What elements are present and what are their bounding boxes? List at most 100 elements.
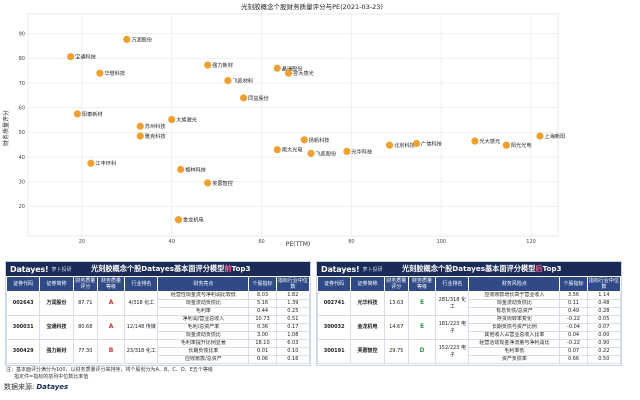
footnote: 注：基本面评分满分为100，以财务质量评分来排序，将个股划分为A、B、C、D、E…: [6, 367, 213, 373]
metric-median: 1.14: [586, 291, 622, 300]
metric-label: 经营性现金流与净利润比较低: [157, 291, 250, 300]
grade-badge: E: [407, 315, 437, 340]
metric-label: 净利润/营业总收入: [157, 315, 250, 324]
column-header: 行业排名: [124, 276, 159, 292]
metric-label: 毛利/总资产率: [157, 323, 250, 332]
x-tick-label: 40: [169, 239, 175, 245]
point-label: 雅克科技: [145, 132, 166, 140]
cell-code: 300191: [316, 339, 352, 364]
metric-median: 1.39: [275, 299, 311, 308]
column-header: 证券简称: [39, 276, 74, 292]
cell-rank: 12/148 传媒: [124, 315, 159, 340]
data-point: [168, 115, 176, 124]
metric-value: 0.66: [559, 355, 588, 364]
grade-badge: D: [407, 339, 437, 364]
cell-code: 300429: [5, 339, 41, 364]
grade-badge: A: [96, 291, 126, 316]
point-label: 阳泰新材: [82, 110, 103, 118]
data-point: [96, 69, 104, 77]
datayes-logo: Datayes: [36, 383, 69, 391]
point-label: 光华科技: [351, 147, 372, 155]
metric-median: 1.08: [275, 331, 311, 340]
data-point: [204, 61, 212, 69]
y-tick-label: 70: [19, 81, 25, 87]
cell-rank: 23/318 化工: [124, 339, 159, 364]
cell-name: 金龙机电: [350, 315, 385, 340]
x-tick-label: 100: [436, 239, 446, 245]
point-label: 宝通科技: [75, 53, 96, 61]
x-tick-label: 60: [258, 239, 264, 245]
data-point: [136, 122, 144, 130]
data-point: [273, 64, 281, 72]
brand-subtitle: 萝卜投研: [362, 266, 383, 273]
data-point: [284, 69, 293, 77]
metric-label: 现金流动负债比: [468, 299, 561, 308]
metric-value: 0.36: [248, 323, 277, 332]
metric-label: 毛利率低: [468, 347, 561, 356]
metric-label: 有息负债/总资产: [468, 307, 561, 316]
data-point: [536, 132, 544, 140]
data-point: [273, 146, 281, 154]
cell-name: 宝通科技: [39, 315, 74, 340]
cell-code: 300031: [5, 315, 41, 340]
column-header: 财务质量等级: [407, 276, 437, 292]
cell-score: 13.63: [383, 291, 409, 316]
plot-area: [27, 13, 559, 237]
data-point: [73, 110, 82, 118]
y-tick-label: 90: [19, 32, 25, 38]
table-row: 资产负债率 0.66 0.50: [318, 355, 622, 364]
point-label: 容大感光: [293, 69, 314, 77]
table-row: 应收账款/总资产 0.06 0.16: [7, 355, 311, 364]
point-label: 同益股份: [248, 94, 270, 102]
point-label: 大族激光: [176, 116, 197, 124]
metric-median: 0.22: [586, 347, 622, 356]
table-row: 002741 光华科技 13.63 E 281/318 化工 应收账款增长高于营业收入 3.…: [316, 291, 622, 316]
cell-score: 29.75: [383, 339, 409, 364]
table-row: 现金流动负债比 5.16 1.39: [7, 299, 311, 308]
cell-code: 002643: [5, 291, 41, 316]
metric-label: 长期负债与资产比例: [468, 323, 561, 332]
column-header: 指标行业中位数: [275, 276, 311, 292]
metric-median: 0.51: [275, 315, 311, 324]
table-header-bar: Datayes! 萝卜投研 光刻胶概念个股Datayes基本面评分模型前Top3: [6, 262, 310, 276]
metric-median: 0.50: [586, 355, 622, 364]
data-point: [224, 77, 232, 85]
data-point: [412, 139, 421, 148]
data-point: [343, 147, 351, 155]
column-header: 财务亮点: [157, 276, 250, 292]
metric-value: 5.16: [248, 299, 277, 308]
point-label: 扬帆科技: [309, 136, 330, 144]
metric-label: 长期负债比率: [157, 347, 250, 356]
y-tick-label: 50: [19, 130, 25, 136]
metric-label: 其他收入占营业总收入比率: [468, 331, 561, 340]
data-point: [87, 159, 95, 167]
cell-score: 87.71: [72, 291, 98, 316]
source-label: 数据来源:: [4, 383, 35, 391]
table-row: 300031 宝通科技 80.68 A 12/148 传媒 净利润/营业总收入 10.73 0…: [5, 315, 311, 340]
column-header: 指标行业中位数: [586, 276, 622, 292]
y-tick-label: 80: [19, 56, 25, 62]
scatter-chart: 光刻胶概念个股财务质量评分与PE(2021-03-23) 20 40 60 80 100…: [2, 2, 565, 248]
cell-score: 14.67: [383, 315, 409, 340]
grade-badge: E: [407, 291, 437, 316]
metric-label: 现金流动负债比: [157, 331, 250, 340]
point-label: 万润股份: [131, 35, 153, 43]
table-title: 光刻胶概念个股Datayes基本面评分模型前Top3: [90, 264, 251, 273]
bottom3-table: Datayes! 萝卜投研 光刻胶概念个股Datayes基本面评分模型后Top3…: [316, 261, 622, 366]
metric-value: 0.06: [248, 355, 277, 364]
data-point: [204, 179, 212, 187]
point-label: 飞凯材料: [232, 77, 253, 85]
metric-value: 18.10: [248, 339, 277, 348]
x-tick-label: 20: [79, 239, 85, 245]
metric-label: 毛利率: [157, 307, 250, 316]
metric-value: 0.07: [559, 347, 588, 356]
metric-label: 经营活动现金净流量与净利润比: [468, 339, 561, 348]
metric-value: 0.11: [559, 299, 588, 308]
table-row: 300429 强力新材 77.30 B 23/318 化工 毛利率提升比例显著 18.10 6…: [5, 339, 311, 364]
grade-badge: A: [96, 315, 126, 340]
point-label: 北京科技: [394, 141, 415, 149]
cell-code: 002741: [316, 291, 352, 316]
point-label: 飞凯股份: [315, 149, 337, 157]
metric-value: 10.73: [248, 315, 277, 324]
metric-value: -0.04: [559, 323, 588, 332]
